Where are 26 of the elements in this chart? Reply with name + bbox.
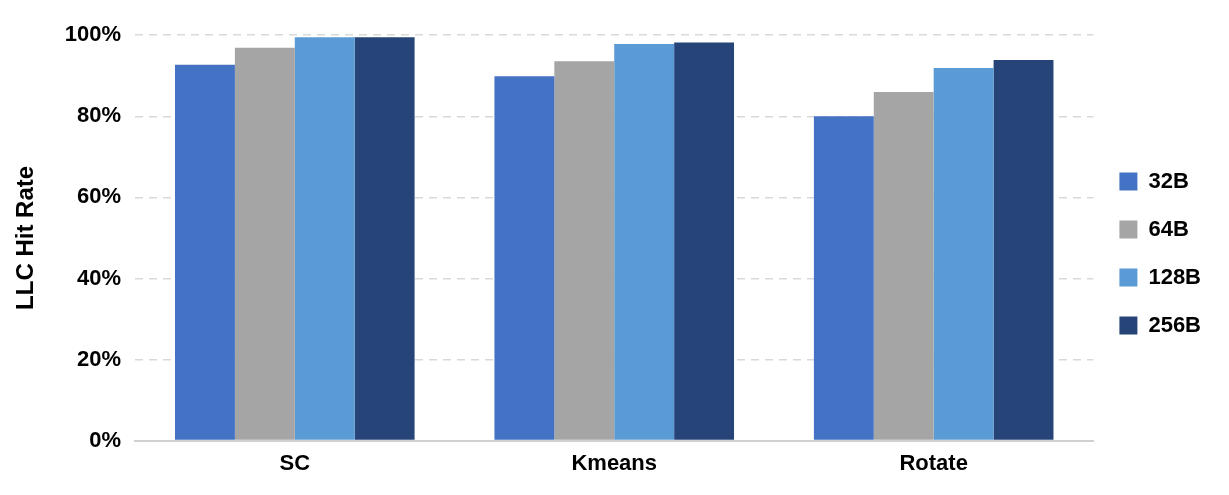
bar: [674, 42, 735, 440]
legend-label: 64B: [1148, 215, 1189, 241]
bar: [554, 61, 615, 440]
y-tick-label: 0%: [89, 426, 122, 452]
x-tick-label: Kmeans: [571, 449, 658, 475]
y-tick-label: 80%: [77, 102, 122, 128]
bar: [354, 37, 415, 440]
bar: [993, 59, 1054, 440]
bar: [175, 64, 235, 440]
legend-label: 32B: [1148, 167, 1189, 193]
y-axis-title: LLC Hit Rate: [11, 165, 39, 310]
x-tick-label: SC: [279, 449, 311, 475]
legend-label: 256B: [1148, 311, 1201, 337]
bar: [494, 76, 555, 440]
y-tick-label: 100%: [64, 21, 122, 47]
y-tick-label: 20%: [77, 345, 122, 371]
bar: [813, 116, 874, 440]
legend-label: 128B: [1148, 263, 1201, 289]
bar: [294, 37, 355, 440]
bar: [234, 47, 295, 440]
bar: [614, 44, 675, 440]
y-tick-label: 60%: [77, 183, 122, 209]
bar: [933, 68, 994, 440]
y-tick-label: 40%: [77, 264, 122, 290]
x-tick-label: Rotate: [899, 449, 968, 475]
bar: [873, 91, 934, 440]
